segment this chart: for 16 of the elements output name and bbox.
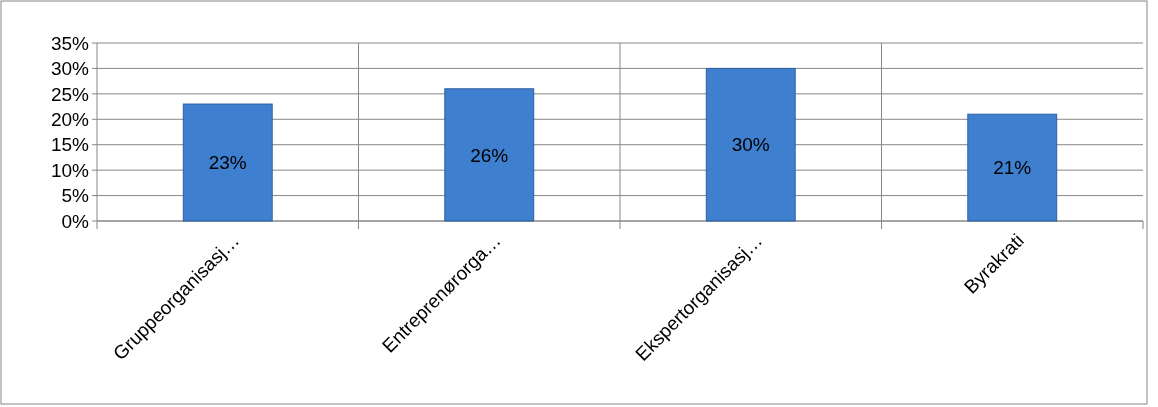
y-tick-label: 10% bbox=[50, 159, 90, 181]
data-label: 26% bbox=[470, 144, 509, 166]
bar bbox=[444, 88, 535, 222]
data-label: 21% bbox=[993, 157, 1032, 179]
y-tick-label: 25% bbox=[50, 83, 90, 105]
y-tick-label: 30% bbox=[50, 58, 90, 80]
y-tick-label: 20% bbox=[50, 108, 90, 130]
bar bbox=[705, 67, 796, 222]
y-tick-label: 0% bbox=[61, 210, 90, 232]
data-label: 23% bbox=[208, 152, 247, 174]
bar bbox=[182, 103, 273, 222]
y-tick-label: 35% bbox=[50, 32, 90, 54]
data-label: 30% bbox=[731, 134, 770, 156]
y-tick-label: 15% bbox=[50, 134, 90, 156]
y-tick-label: 5% bbox=[61, 185, 90, 207]
bar bbox=[967, 113, 1058, 222]
